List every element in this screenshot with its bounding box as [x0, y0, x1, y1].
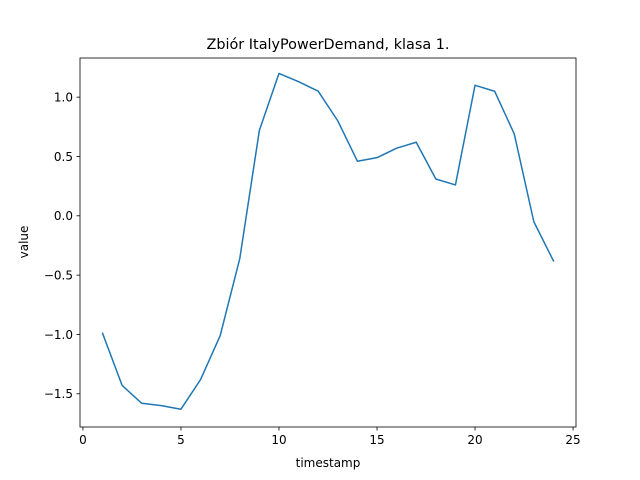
y-axis-label: value	[17, 226, 31, 259]
chart-title: Zbiór ItalyPowerDemand, klasa 1.	[207, 37, 450, 53]
x-tick-label: 25	[565, 433, 580, 447]
x-tick-label: 15	[369, 433, 384, 447]
y-tick-label: −1.5	[44, 387, 73, 401]
y-tick-label: 1.0	[54, 90, 73, 104]
x-tick-label: 10	[271, 433, 286, 447]
y-tick-label: 0.0	[54, 209, 73, 223]
plot-area: 0 5 10 15 20 25 −1.5 −1.0 −0.5 0.0 0.5 1.0	[44, 57, 581, 447]
y-tick-label: −0.5	[44, 268, 73, 282]
series-line-0	[101, 72, 555, 410]
y-tick-label: 0.5	[54, 150, 73, 164]
axes-frame	[79, 57, 577, 428]
x-tick-label: 5	[177, 433, 185, 447]
x-tick-label: 0	[79, 433, 87, 447]
x-axis-label: timestamp	[296, 456, 361, 470]
y-tick-label: −1.0	[44, 328, 73, 342]
x-tick-label: 20	[467, 433, 482, 447]
